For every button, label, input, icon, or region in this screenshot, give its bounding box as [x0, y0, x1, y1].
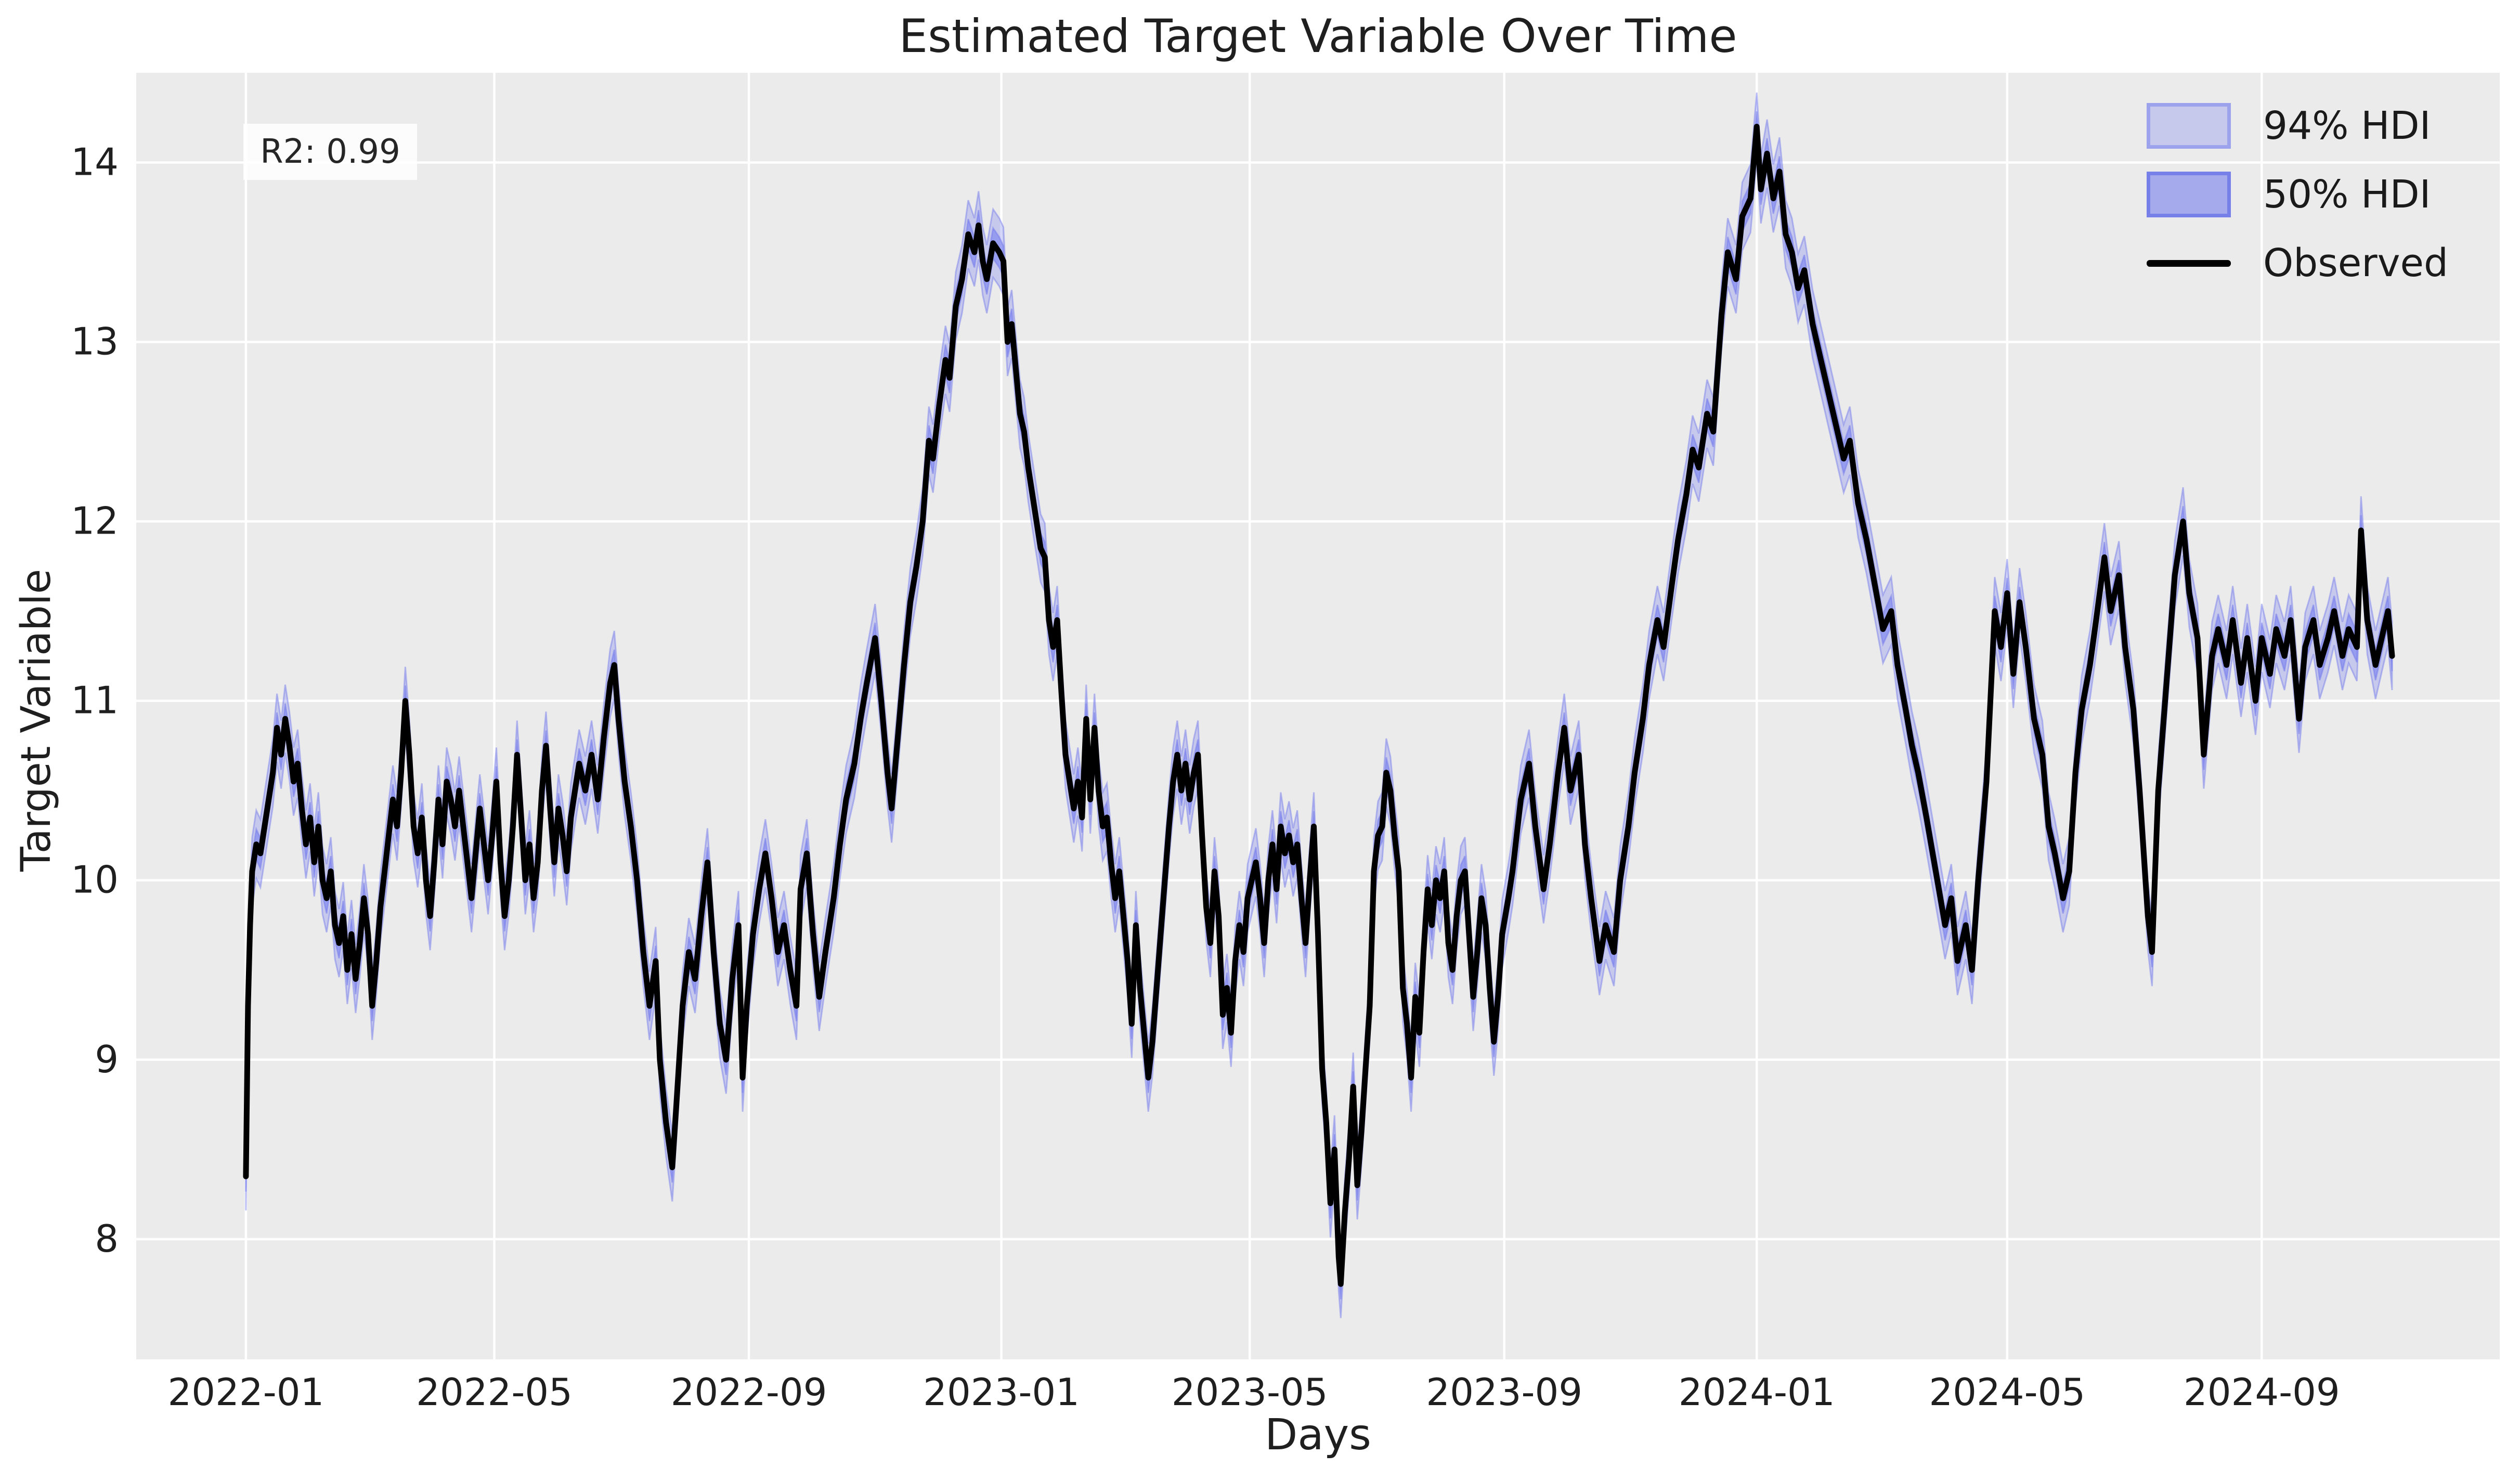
observed-line [243, 124, 2395, 1287]
legend-label: Observed [2263, 241, 2449, 285]
hdi94-band [245, 92, 2393, 1318]
axes-background [136, 73, 2500, 1359]
y-tick-label: 9 [95, 1037, 119, 1081]
tick-labels: 2022-01 2022-05 2022-09 2023-01 2023-05 2023-… [71, 140, 2340, 1414]
y-tick-label: 8 [95, 1217, 119, 1261]
x-tick-label: 2023-09 [1426, 1370, 1582, 1414]
legend-label: 50% HDI [2263, 172, 2431, 217]
gridlines [136, 73, 2500, 1359]
legend-row: Observed [2147, 236, 2448, 290]
y-tick-label: 14 [71, 140, 119, 184]
hdi94-swatch [2147, 103, 2231, 149]
legend-label: 94% HDI [2263, 103, 2431, 148]
y-axis-label: Target Variable [13, 569, 60, 872]
legend: 94% HDI 50% HDI Observed [2147, 99, 2448, 290]
x-tick-label: 2022-01 [168, 1370, 324, 1414]
x-axis-label: Days [1265, 1410, 1371, 1460]
y-tick-label: 11 [71, 679, 119, 722]
x-tick-label: 2023-05 [1172, 1370, 1328, 1414]
x-tick-label: 2024-05 [1929, 1370, 2085, 1414]
legend-row: 50% HDI [2147, 167, 2448, 222]
y-tick-label: 12 [71, 499, 119, 543]
x-tick-label: 2022-05 [416, 1370, 573, 1414]
x-tick-label: 2023-01 [923, 1370, 1080, 1414]
observed-path [243, 124, 2395, 1287]
chart-title: Estimated Target Variable Over Time [899, 9, 1737, 63]
legend-row: 94% HDI [2147, 99, 2448, 153]
y-tick-label: 13 [71, 320, 119, 363]
x-tick-label: 2024-01 [1679, 1370, 1835, 1414]
observed-line-swatch [2147, 259, 2231, 267]
x-tick-label: 2022-09 [671, 1370, 827, 1414]
hdi50-swatch [2147, 172, 2231, 217]
x-tick-label: 2024-09 [2184, 1370, 2340, 1414]
y-tick-label: 10 [71, 858, 119, 902]
r2-annotation: R2: 0.99 [243, 124, 417, 180]
plot-background [136, 73, 2500, 1359]
